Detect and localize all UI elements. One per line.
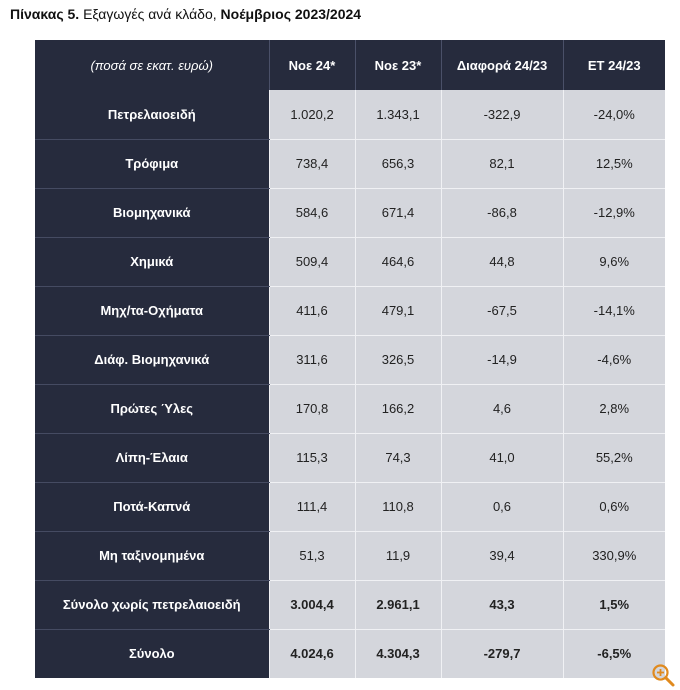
table-cell: 170,8 — [268, 384, 355, 434]
table-cell: 44,8 — [440, 237, 563, 287]
row-label: Μη ταξινομημένα — [35, 531, 269, 581]
table-cell: -4,6% — [562, 335, 665, 385]
table-cell: -14,1% — [562, 286, 665, 336]
header-units: (ποσά σε εκατ. ευρώ) — [35, 40, 269, 90]
caption-prefix: Πίνακας 5. — [10, 6, 80, 22]
table-cell: 11,9 — [354, 531, 441, 581]
table-row: Διάφ. Βιομηχανικά 311,6 326,5 -14,9 -4,6% — [35, 335, 665, 385]
table-row: Πρώτες Ύλες 170,8 166,2 4,6 2,8% — [35, 384, 665, 434]
table-cell: 464,6 — [354, 237, 441, 287]
table-row: Λίπη-Έλαια 115,3 74,3 41,0 55,2% — [35, 433, 665, 483]
table-cell: 3.004,4 — [268, 580, 355, 630]
table-cell: 509,4 — [268, 237, 355, 287]
table-cell: 2.961,1 — [354, 580, 441, 630]
table-cell: -86,8 — [440, 188, 563, 238]
table-cell: 326,5 — [354, 335, 441, 385]
table-cell: 656,3 — [354, 139, 441, 189]
table-cell: 51,3 — [268, 531, 355, 581]
table-cell: 110,8 — [354, 482, 441, 532]
table-cell: -12,9% — [562, 188, 665, 238]
table-row: Τρόφιμα 738,4 656,3 82,1 12,5% — [35, 139, 665, 189]
table-cell: 671,4 — [354, 188, 441, 238]
caption-text: Εξαγωγές ανά κλάδο, — [79, 6, 221, 22]
table-cell: -67,5 — [440, 286, 563, 336]
table-row: Βιομηχανικά 584,6 671,4 -86,8 -12,9% — [35, 188, 665, 238]
row-label: Τρόφιμα — [35, 139, 269, 189]
row-label: Χημικά — [35, 237, 269, 287]
table-cell: -322,9 — [440, 90, 563, 140]
table-cell: 74,3 — [354, 433, 441, 483]
header-nov23: Νοε 23* — [354, 40, 441, 90]
table-cell: 479,1 — [354, 286, 441, 336]
table-cell: -279,7 — [440, 629, 563, 678]
table-cell: -6,5% — [562, 629, 665, 678]
table-row: Χημικά 509,4 464,6 44,8 9,6% — [35, 237, 665, 287]
zoom-in-icon[interactable] — [650, 662, 676, 688]
row-label: Πρώτες Ύλες — [35, 384, 269, 434]
table-row: Ποτά-Καπνά 111,4 110,8 0,6 0,6% — [35, 482, 665, 532]
exports-table: (ποσά σε εκατ. ευρώ) Νοε 24* Νοε 23* Δια… — [35, 40, 665, 678]
table-cell: 4,6 — [440, 384, 563, 434]
row-label: Πετρελαιοειδή — [35, 90, 269, 140]
row-label: Σύνολο — [35, 629, 269, 678]
row-label: Σύνολο χωρίς πετρελαιοειδή — [35, 580, 269, 630]
table-row: Πετρελαιοειδή 1.020,2 1.343,1 -322,9 -24,0% — [35, 90, 665, 140]
table-cell: 82,1 — [440, 139, 563, 189]
table-caption: Πίνακας 5. Εξαγωγές ανά κλάδο, Νοέμβριος… — [10, 6, 361, 22]
table-cell: 1,5% — [562, 580, 665, 630]
table-cell: 584,6 — [268, 188, 355, 238]
table-cell: -24,0% — [562, 90, 665, 140]
table-row: Σύνολο χωρίς πετρελαιοειδή 3.004,4 2.961,1… — [35, 580, 665, 630]
table-cell: 43,3 — [440, 580, 563, 630]
header-nov24: Νοε 24* — [268, 40, 355, 90]
row-label: Λίπη-Έλαια — [35, 433, 269, 483]
table-cell: 4.304,3 — [354, 629, 441, 678]
row-label: Μηχ/τα-Οχήματα — [35, 286, 269, 336]
table-cell: 39,4 — [440, 531, 563, 581]
table-cell: 111,4 — [268, 482, 355, 532]
table-row: Μηχ/τα-Οχήματα 411,6 479,1 -67,5 -14,1% — [35, 286, 665, 336]
table-cell: 12,5% — [562, 139, 665, 189]
table-cell: 55,2% — [562, 433, 665, 483]
table-cell: 0,6% — [562, 482, 665, 532]
caption-period: Νοέμβριος 2023/2024 — [220, 6, 362, 22]
row-label: Βιομηχανικά — [35, 188, 269, 238]
table-cell: 0,6 — [440, 482, 563, 532]
table-row: Μη ταξινομημένα 51,3 11,9 39,4 330,9% — [35, 531, 665, 581]
table-cell: 166,2 — [354, 384, 441, 434]
table-cell: 115,3 — [268, 433, 355, 483]
table-cell: 1.343,1 — [354, 90, 441, 140]
table-row: Σύνολο 4.024,6 4.304,3 -279,7 -6,5% — [35, 629, 665, 678]
header-difference: Διαφορά 24/23 — [440, 40, 563, 90]
row-label: Διάφ. Βιομηχανικά — [35, 335, 269, 385]
table-cell: 41,0 — [440, 433, 563, 483]
table-cell: -14,9 — [440, 335, 563, 385]
table-cell: 311,6 — [268, 335, 355, 385]
table-cell: 738,4 — [268, 139, 355, 189]
row-label: Ποτά-Καπνά — [35, 482, 269, 532]
table-cell: 330,9% — [562, 531, 665, 581]
table-cell: 9,6% — [562, 237, 665, 287]
header-row: (ποσά σε εκατ. ευρώ) Νοε 24* Νοε 23* Δια… — [35, 40, 665, 90]
table-cell: 411,6 — [268, 286, 355, 336]
table-cell: 4.024,6 — [268, 629, 355, 678]
table-cell: 2,8% — [562, 384, 665, 434]
header-yoy: ΕΤ 24/23 — [562, 40, 665, 90]
table-cell: 1.020,2 — [268, 90, 355, 140]
